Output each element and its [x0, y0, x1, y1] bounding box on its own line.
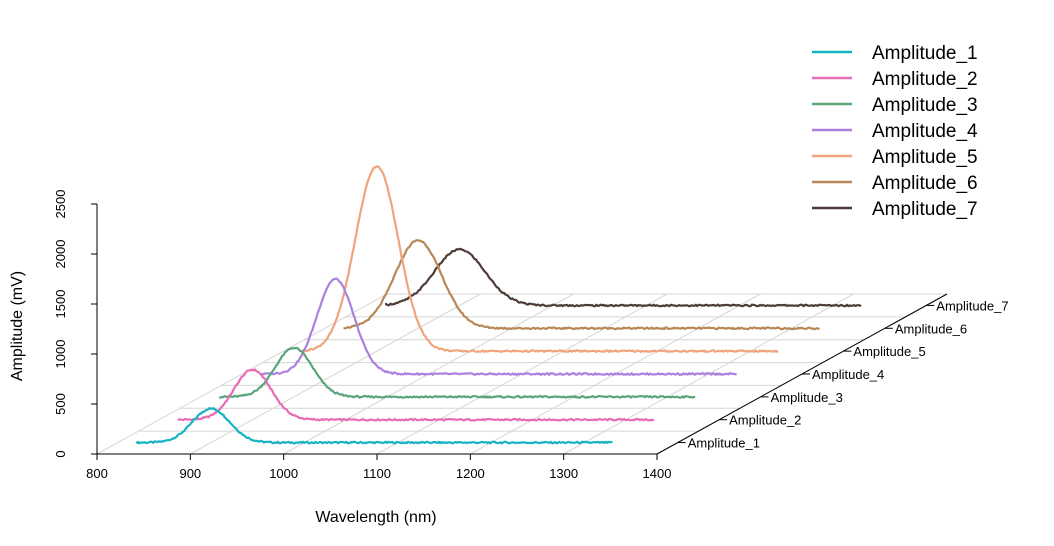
x-tick-label: 900	[179, 466, 201, 481]
floor-grid-column	[96, 293, 388, 455]
depth-tick-label: Amplitude_1	[688, 436, 760, 451]
legend-entry: Amplitude_2	[872, 69, 978, 90]
legend-entry: Amplitude_6	[872, 173, 978, 194]
series-lines	[135, 165, 862, 445]
legend-entry: Amplitude_4	[872, 121, 978, 142]
x-tick-label: 1100	[363, 466, 391, 481]
x-axis-label: Wavelength (nm)	[315, 509, 436, 526]
y-axis-label: Amplitude (mV)	[9, 271, 26, 381]
y-tick-label: 2500	[53, 190, 68, 219]
x-tick-label: 1400	[643, 466, 672, 481]
depth-tick-label: Amplitude_5	[853, 344, 925, 359]
x-tick-label: 800	[86, 466, 108, 481]
x-tick-label: 1300	[549, 466, 578, 481]
depth-tick-label: Amplitude_4	[812, 367, 884, 382]
floor-grid-column	[190, 293, 481, 455]
series-line	[384, 247, 862, 308]
legend-entry: Amplitude_7	[872, 199, 978, 220]
series-line	[219, 346, 696, 399]
legend-entry: Amplitude_3	[872, 95, 978, 116]
axes: 800 900 1000 1100 1200 1300 1400 0 500 1000 1500 20…	[53, 190, 1009, 481]
legend: Amplitude_1 Amplitude_2 Amplitude_3 Amplitu…	[812, 43, 978, 220]
depth-tick-label: Amplitude_2	[729, 413, 801, 428]
legend-entry: Amplitude_5	[872, 147, 978, 168]
series-line	[260, 277, 737, 376]
depth-tick-label: Amplitude_3	[771, 390, 843, 405]
series-line	[177, 368, 655, 422]
series-line	[135, 407, 613, 445]
y-tick-label: 500	[53, 393, 68, 415]
y-tick-label: 1000	[53, 340, 68, 369]
legend-entry: Amplitude_1	[872, 43, 978, 64]
x-tick-label: 1000	[269, 466, 298, 481]
x-tick-label: 1200	[456, 466, 485, 481]
depth-tick-label: Amplitude_6	[895, 321, 967, 336]
depth-tick-label: Amplitude_7	[936, 298, 1008, 313]
y-tick-label: 0	[53, 450, 68, 457]
series-line	[301, 165, 779, 353]
series-line	[343, 239, 820, 331]
y-tick-label: 2000	[53, 240, 68, 269]
y-tick-label: 1500	[53, 290, 68, 319]
